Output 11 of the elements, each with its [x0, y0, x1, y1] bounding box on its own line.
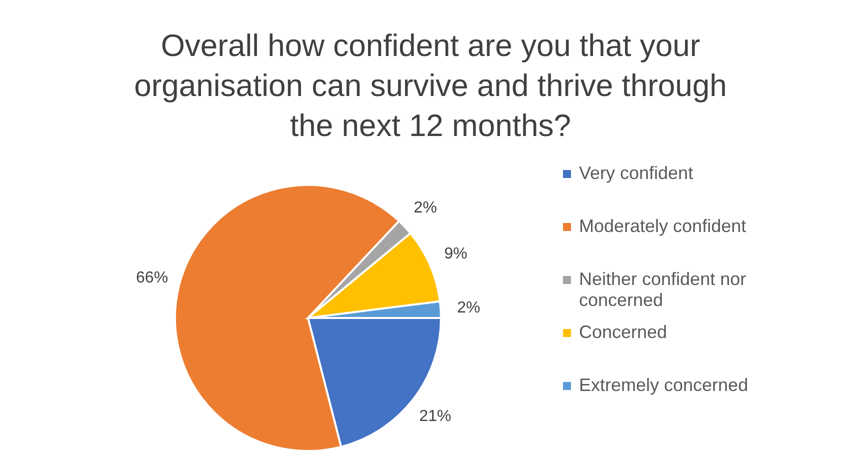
- legend-label: Concerned: [579, 322, 668, 343]
- legend-label: Moderately confident: [579, 216, 746, 237]
- legend-label: Neither confident nor concerned: [579, 269, 748, 311]
- data-label: 9%: [444, 246, 468, 263]
- legend-label: Extremely concerned: [579, 375, 748, 396]
- data-label: 66%: [136, 269, 168, 286]
- data-label: 2%: [414, 199, 437, 216]
- legend-label: Very confident: [579, 163, 694, 184]
- data-label: 2%: [457, 299, 480, 316]
- chart-title: Overall how confident are you that your organisation can survive and thrive through the next 12 months?: [133, 26, 728, 144]
- data-label: 21%: [419, 408, 452, 426]
